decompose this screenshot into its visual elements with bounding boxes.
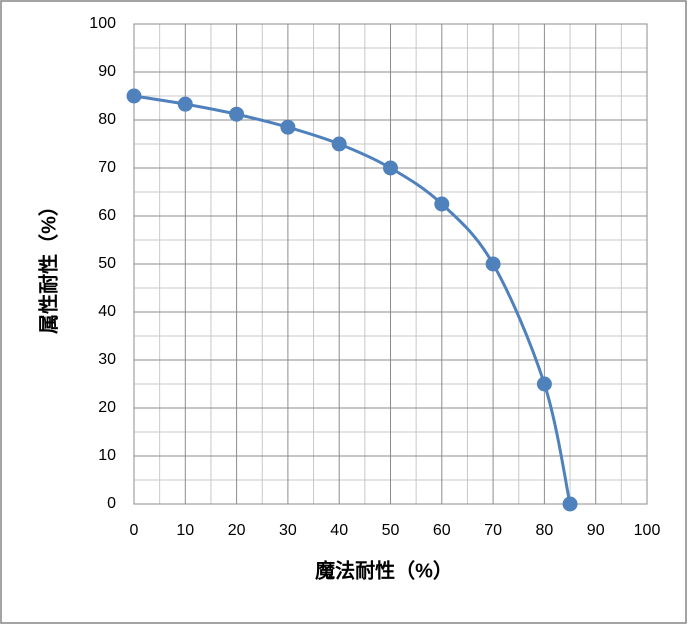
x-tick-label: 40	[330, 522, 348, 539]
y-tick-label: 10	[98, 447, 116, 464]
data-point	[177, 96, 193, 112]
y-tick-label: 50	[98, 255, 116, 272]
data-point	[434, 196, 450, 212]
y-tick-label: 80	[98, 111, 116, 128]
x-tick-label: 70	[484, 522, 502, 539]
x-tick-label: 80	[536, 522, 554, 539]
x-tick-label: 30	[279, 522, 297, 539]
x-tick-label: 10	[176, 522, 194, 539]
data-point	[229, 106, 245, 122]
data-point	[280, 119, 296, 135]
data-point	[562, 496, 578, 512]
x-tick-label: 20	[228, 522, 246, 539]
plot-border	[133, 23, 648, 505]
x-tick-label: 50	[382, 522, 400, 539]
data-point	[331, 136, 347, 152]
y-tick-label: 30	[98, 351, 116, 368]
x-axis-title: 魔法耐性（%）	[315, 558, 453, 582]
data-point	[126, 88, 142, 104]
y-axis-title: 属性耐性（%）	[37, 196, 60, 334]
y-tick-label: 0	[107, 495, 116, 512]
y-tick-label: 100	[89, 15, 116, 32]
y-tick-label: 60	[98, 207, 116, 224]
y-tick-label: 90	[98, 63, 116, 80]
y-tick-label: 70	[98, 159, 116, 176]
x-tick-label: 60	[433, 522, 451, 539]
data-point	[536, 376, 552, 392]
data-point	[383, 160, 398, 176]
x-tick-label: 90	[587, 522, 605, 539]
x-tick-label: 100	[634, 522, 661, 539]
y-tick-label: 20	[98, 399, 116, 416]
x-tick-label: 0	[130, 522, 139, 539]
data-point	[485, 256, 501, 272]
y-tick-label: 40	[98, 303, 116, 320]
